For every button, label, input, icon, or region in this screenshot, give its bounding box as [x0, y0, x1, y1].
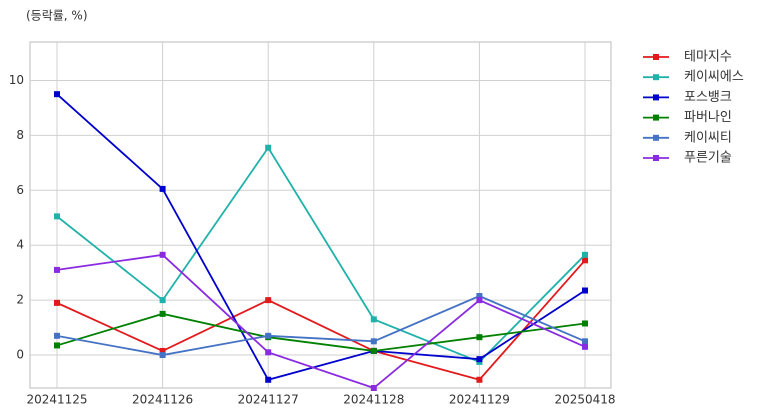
point [582, 320, 588, 327]
x-tick-label: 20250418 [554, 393, 615, 407]
y-tick-label: 10 [9, 73, 24, 87]
y-tick-label: 2 [16, 293, 24, 307]
legend-label: 푸른기술 [684, 151, 732, 166]
point [54, 342, 60, 349]
series-line [56, 295, 586, 356]
x-tick-label: 20241129 [449, 393, 510, 407]
x-tick-label: 20241125 [26, 393, 87, 407]
point [159, 352, 166, 359]
point [370, 385, 377, 391]
point [159, 347, 166, 354]
point [582, 287, 588, 294]
legend-label: 케이씨에스 [684, 70, 744, 85]
point [582, 343, 588, 350]
legend-label: 케이씨티 [684, 130, 732, 145]
legend-marker [653, 134, 659, 141]
point [582, 338, 588, 345]
point [159, 185, 166, 192]
legend-label: 파버나인 [684, 110, 732, 125]
unit-label: (등락률, %) [26, 9, 88, 23]
point [159, 297, 166, 304]
x-tick-label: 20241127 [238, 393, 299, 407]
legend-marker [653, 114, 659, 121]
point [54, 91, 60, 98]
point [265, 144, 272, 151]
y-tick-label: 8 [16, 128, 24, 142]
point [159, 251, 166, 258]
point [476, 376, 483, 383]
legend-label: 테마지수 [684, 50, 732, 65]
y-tick-label: 4 [16, 238, 24, 252]
point [370, 347, 377, 354]
y-tick-label: 0 [16, 348, 24, 362]
point [582, 257, 588, 264]
point [54, 332, 60, 339]
plot-frame [29, 41, 612, 389]
point [265, 297, 272, 304]
legend-marker [653, 54, 659, 60]
point [265, 332, 272, 339]
y-tick-label: 6 [16, 183, 24, 197]
series-line [56, 93, 586, 381]
point [54, 266, 60, 273]
point [370, 316, 377, 323]
point [265, 376, 272, 383]
point [582, 251, 588, 258]
series-line [56, 312, 586, 352]
legend-marker [653, 94, 659, 101]
point [476, 293, 483, 300]
series-line [56, 259, 586, 381]
point [370, 338, 377, 345]
point [54, 299, 60, 306]
series-line [56, 253, 586, 390]
point [476, 356, 483, 363]
x-tick-label: 20241126 [132, 393, 193, 407]
legend-label: 포스뱅크 [684, 90, 732, 105]
point [476, 334, 483, 341]
legend-marker [653, 74, 659, 81]
legend-marker [653, 155, 659, 161]
series-line [56, 146, 586, 363]
point [54, 213, 60, 220]
point [476, 297, 483, 304]
x-tick-label: 20241128 [343, 393, 404, 407]
point [159, 310, 166, 317]
point [265, 349, 272, 356]
